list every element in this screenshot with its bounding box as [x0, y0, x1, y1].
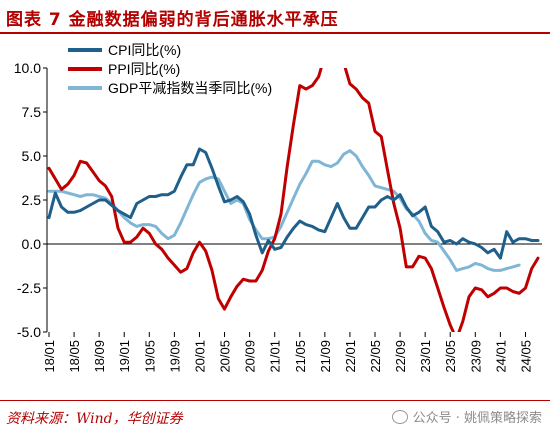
source-note: 资料来源：Wind，华创证券	[6, 411, 183, 427]
title-bar: 图表 7 金融数据偏弱的背后通胀水平承压	[0, 0, 550, 34]
x-tick-label: 18/01	[42, 340, 57, 373]
wechat-icon	[391, 410, 408, 424]
x-tick-label: 23/09	[468, 340, 483, 373]
y-tick-label: 5.0	[22, 148, 42, 164]
x-tick-label: 22/01	[343, 340, 358, 373]
x-tick-label: 22/05	[368, 340, 383, 373]
legend-label-gdp: GDP平减指数当季同比(%)	[108, 80, 272, 96]
x-tick-label: 20/01	[192, 340, 207, 373]
series-line-ppi	[47, 68, 540, 332]
x-tick-label: 20/05	[218, 340, 233, 373]
watermark: 公众号 · 姚佩策略探索	[391, 407, 542, 426]
x-tick-label: 21/05	[293, 340, 308, 373]
x-tick-label: 24/01	[493, 340, 508, 373]
legend: CPI同比(%) PPI同比(%) GDP平减指数当季同比(%)	[68, 42, 272, 96]
x-tick-label: 20/09	[243, 340, 258, 373]
x-tick-label: 22/09	[393, 340, 408, 373]
legend-label-ppi: PPI同比(%)	[108, 61, 180, 77]
watermark-text: 公众号 · 姚佩策略探索	[412, 411, 542, 426]
axis-layer: 10.0 7.5 5.0 2.5 0.0 -2.5 -5.018/01 18/05 18/09 1…	[14, 60, 542, 373]
y-tick-label: -5.0	[17, 324, 41, 340]
y-tick-label: -2.5	[17, 280, 41, 296]
y-tick-label: 7.5	[22, 104, 42, 120]
x-tick-label: 21/01	[268, 340, 283, 373]
x-tick-label: 18/05	[67, 340, 82, 373]
x-tick-label: 19/05	[142, 340, 157, 373]
x-tick-label: 23/05	[443, 340, 458, 373]
series-line-gdp	[47, 149, 521, 272]
x-tick-label: 23/01	[418, 340, 433, 373]
y-tick-label: 10.0	[14, 60, 41, 76]
x-tick-label: 19/09	[167, 340, 182, 373]
x-tick-label: 19/01	[117, 340, 132, 373]
y-tick-label: 0.0	[22, 236, 42, 252]
x-tick-label: 24/05	[518, 340, 533, 373]
chart-title: 图表 7 金融数据偏弱的背后通胀水平承压	[6, 10, 339, 30]
source-bar: 资料来源：Wind，华创证券 公众号 · 姚佩策略探索	[0, 400, 550, 432]
x-tick-label: 18/09	[92, 340, 107, 373]
x-tick-label: 21/09	[318, 340, 333, 373]
y-tick-label: 2.5	[22, 192, 42, 208]
legend-label-cpi: CPI同比(%)	[108, 42, 181, 58]
line-chart: 10.0 7.5 5.0 2.5 0.0 -2.5 -5.018/01 18/05 18/09 1…	[14, 42, 542, 373]
series-line-cpi	[47, 147, 540, 260]
series-layer	[47, 68, 540, 332]
